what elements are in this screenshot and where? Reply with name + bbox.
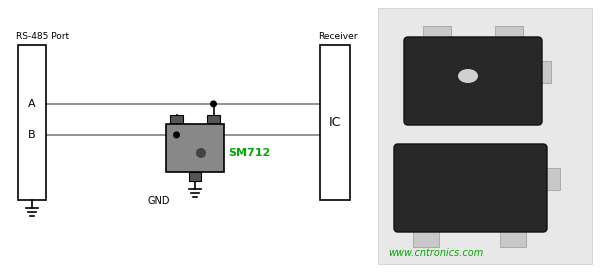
Bar	[18, 45, 46, 200]
Bar	[170, 115, 183, 124]
Text: IC: IC	[329, 116, 341, 129]
Text: RS-485 Port: RS-485 Port	[16, 32, 69, 41]
Bar	[413, 225, 439, 247]
Bar	[189, 172, 201, 181]
Bar	[500, 225, 526, 247]
FancyBboxPatch shape	[404, 37, 542, 125]
Bar	[378, 8, 592, 264]
Bar	[540, 168, 560, 190]
Bar	[166, 124, 224, 172]
Circle shape	[196, 148, 206, 158]
Ellipse shape	[458, 69, 478, 83]
Circle shape	[210, 100, 217, 107]
Text: A: A	[28, 99, 36, 109]
Bar	[495, 26, 523, 48]
Text: B: B	[28, 130, 36, 140]
Circle shape	[173, 131, 180, 138]
Bar	[533, 61, 551, 83]
Text: GND: GND	[147, 196, 170, 206]
Text: SM712: SM712	[228, 148, 270, 158]
Bar	[320, 45, 350, 200]
Text: www.cntronics.com: www.cntronics.com	[388, 248, 483, 258]
FancyBboxPatch shape	[394, 144, 547, 232]
Bar	[207, 115, 220, 124]
Bar	[423, 26, 451, 48]
Text: Receiver: Receiver	[318, 32, 358, 41]
